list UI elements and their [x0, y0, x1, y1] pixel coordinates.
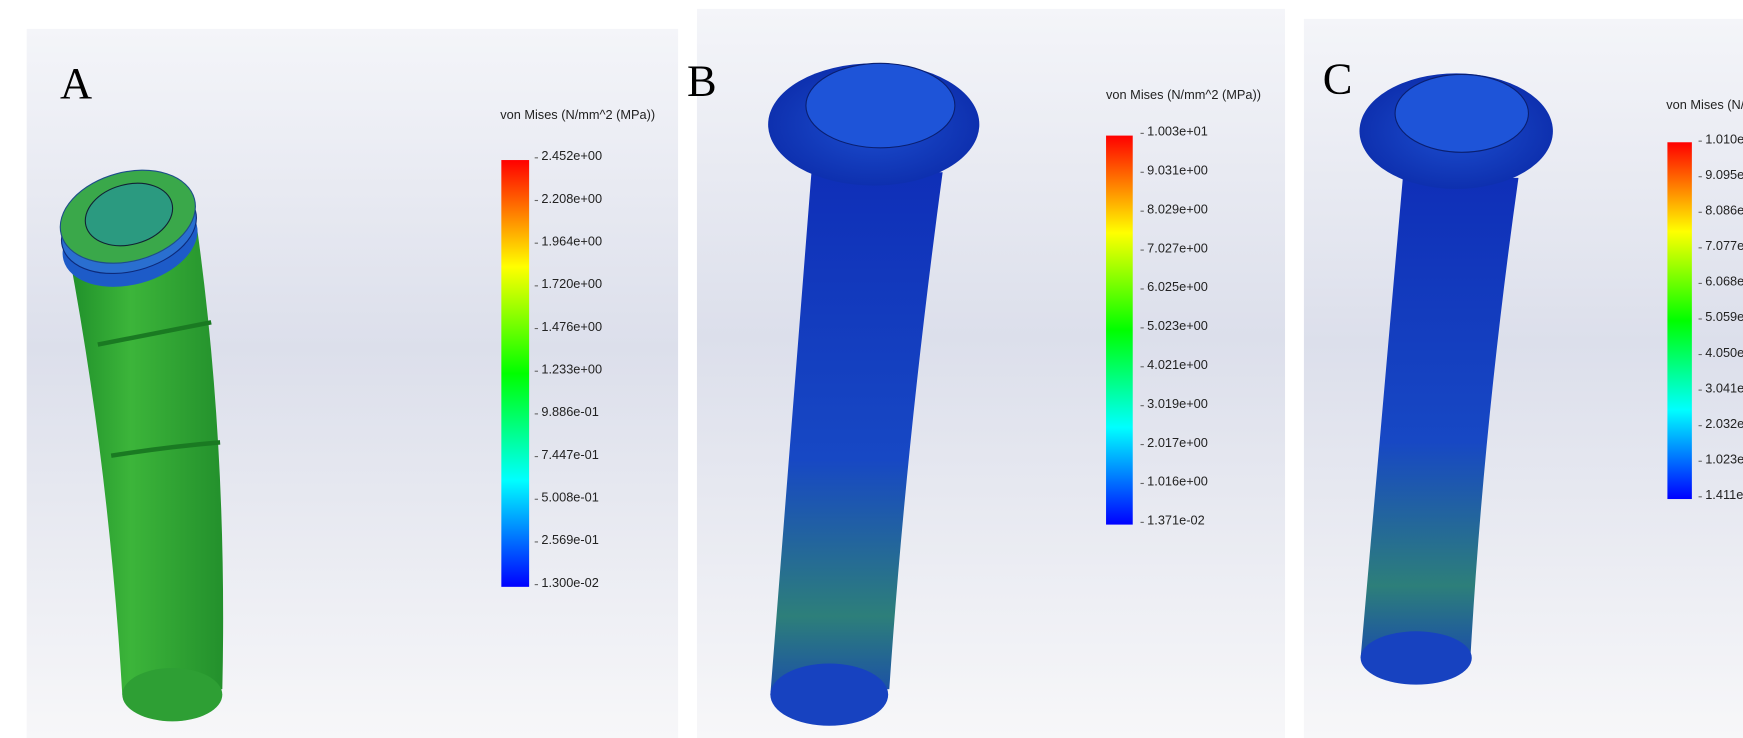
legend-tick-label: 1.411e-	[1705, 487, 1743, 502]
page: {"panels": [ {"label": "A", "legend": {"…	[0, 0, 1743, 738]
legend-tick-label: 1.300e-02	[541, 575, 599, 590]
legend-tick-label: 1.233e+00	[541, 361, 602, 376]
legend-tick-label: 2.569e-01	[541, 532, 599, 547]
legend-tick-label: 6.068e+	[1705, 274, 1743, 289]
tube-end	[1361, 631, 1472, 684]
legend-tick-label: 1.010e+	[1705, 131, 1743, 146]
tube-end	[770, 664, 888, 726]
legend-tick-label: 1.720e+00	[541, 276, 602, 291]
legend-tick-label: 9.031e+00	[1147, 163, 1208, 178]
legend-title: von Mises (N/mm^2 (MPa))	[500, 107, 655, 122]
bore	[806, 63, 955, 147]
legend-tick-label: 1.023e+	[1705, 452, 1743, 467]
legend-tick-label: 6.025e+00	[1147, 279, 1208, 294]
legend-tick-label: 7.077e+	[1705, 238, 1743, 253]
color-bar	[501, 160, 529, 587]
panel-label: C	[1323, 53, 1353, 103]
color-bar	[1667, 142, 1691, 499]
legend-tick-label: 7.447e-01	[541, 447, 599, 462]
panel-label: A	[60, 58, 92, 108]
tube-end	[122, 668, 222, 721]
legend-tick-label: 1.016e+00	[1147, 474, 1208, 489]
legend-tick-label: 8.086e+	[1705, 203, 1743, 218]
legend-tick-label: 9.095e+	[1705, 167, 1743, 182]
legend-tick-label: 2.208e+00	[541, 191, 602, 206]
legend-tick-label: 3.019e+00	[1147, 396, 1208, 411]
color-bar	[1106, 136, 1133, 525]
bore	[1395, 74, 1528, 152]
legend-tick-label: 2.017e+00	[1147, 435, 1208, 450]
legend-tick-label: 5.023e+00	[1147, 318, 1208, 333]
legend-tick-label: 1.964e+00	[541, 233, 602, 248]
legend-title: von Mises (N/mm^2 (MPa))	[1106, 87, 1261, 102]
legend-tick-label: 5.008e-01	[541, 490, 599, 505]
legend-tick-label: 7.027e+00	[1147, 240, 1208, 255]
legend-title: von Mises (N/m	[1666, 97, 1743, 112]
legend-tick-label: 4.050e+	[1705, 345, 1743, 360]
legend-tick-label: 1.476e+00	[541, 319, 602, 334]
legend-tick-label: 3.041e+	[1705, 380, 1743, 395]
legend-tick-label: 1.371e-02	[1147, 513, 1205, 528]
legend-tick-label: 2.452e+00	[541, 148, 602, 163]
legend-tick-label: 9.886e-01	[541, 404, 599, 419]
panel-label: B	[687, 56, 717, 106]
legend-tick-label: 2.032e+	[1705, 416, 1743, 431]
legend-tick-label: 8.029e+00	[1147, 201, 1208, 216]
figure: Avon Mises (N/mm^2 (MPa)) 2.452e+00 2.208e…	[0, 0, 1743, 738]
legend-tick-label: 4.021e+00	[1147, 357, 1208, 372]
legend-tick-label: 5.059e+	[1705, 309, 1743, 324]
legend-tick-label: 1.003e+01	[1147, 124, 1208, 139]
